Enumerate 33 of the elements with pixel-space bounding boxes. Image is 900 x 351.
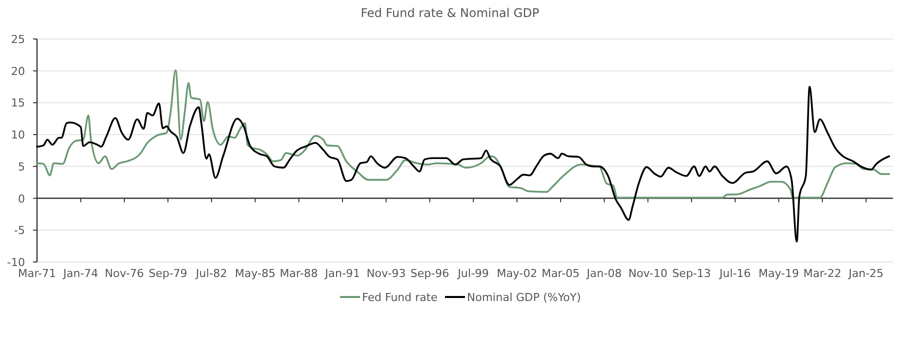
legend-label: Nominal GDP (%YoY): [467, 291, 581, 304]
x-tick-label: Mar-71: [18, 267, 56, 280]
x-tick-label: Jul-99: [456, 267, 489, 280]
y-tick-label: 5: [18, 160, 25, 174]
x-tick-label: Sep-13: [672, 267, 711, 280]
x-tick-label: Jul-82: [194, 267, 228, 280]
x-tick-label: Sep-96: [410, 267, 450, 280]
legend-label: Fed Fund rate: [362, 291, 438, 304]
x-tick-label: May-19: [758, 267, 799, 280]
x-tick-label: Mar-05: [542, 267, 580, 280]
y-tick-label: -10: [7, 256, 25, 269]
x-tick-label: May-02: [496, 267, 538, 280]
x-tick-label: Nov-76: [104, 267, 144, 280]
x-tick-label: Jan-25: [848, 267, 884, 280]
y-tick-label: -5: [14, 224, 25, 238]
x-tick-label: Mar-22: [803, 267, 842, 280]
line-series: [36, 69, 890, 199]
x-tick-label: Nov-10: [628, 267, 668, 280]
y-tick-label: 25: [11, 33, 25, 46]
x-tick-label: Nov-93: [366, 267, 406, 280]
x-tick-label: Sep-79: [148, 267, 188, 280]
y-tick-label: 20: [11, 64, 25, 78]
x-tick-label: Jan-74: [62, 267, 98, 280]
x-tick-label: May-85: [234, 267, 276, 280]
x-tick-label: Mar-88: [280, 267, 318, 280]
x-tick-label: Jan-08: [586, 267, 622, 280]
x-tick-label: Jul-16: [718, 267, 751, 280]
y-tick-label: 0: [18, 192, 25, 206]
chart-title: Fed Fund rate & Nominal GDP: [360, 6, 540, 20]
line-series: [36, 86, 890, 243]
x-tick-label: Jan-91: [324, 267, 360, 280]
y-tick-label: 10: [11, 128, 25, 142]
y-tick-label: 15: [11, 96, 25, 110]
